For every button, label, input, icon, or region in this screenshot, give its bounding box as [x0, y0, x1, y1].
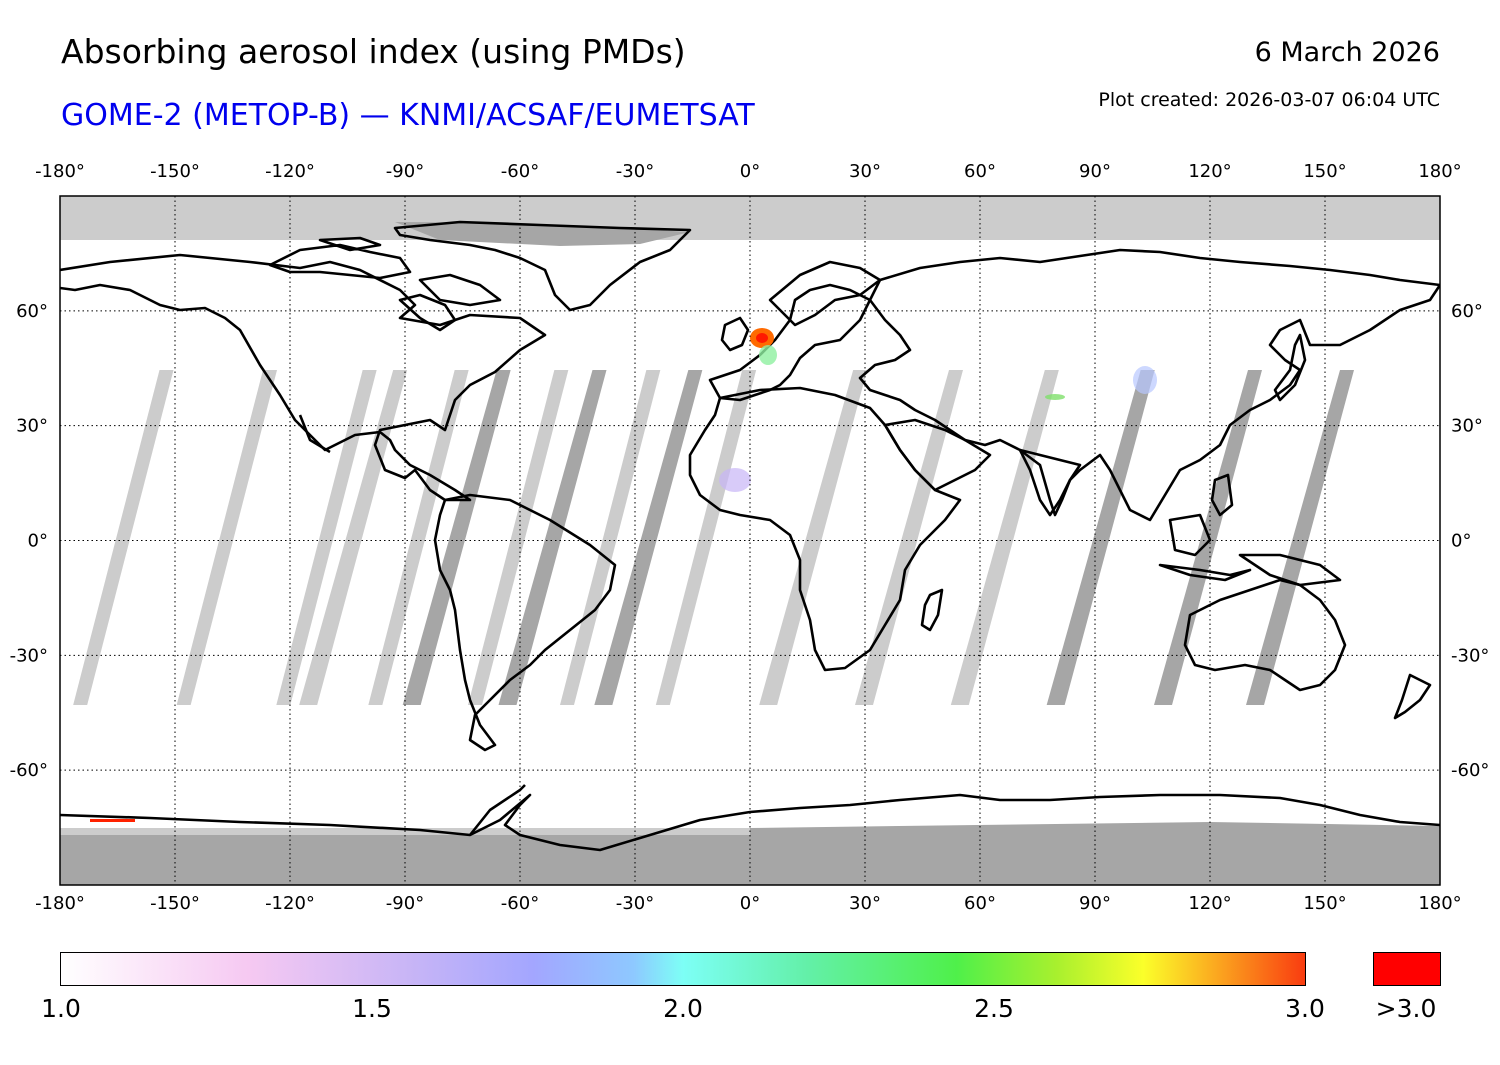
madagascar: [920, 588, 944, 632]
lon-tick-label-top: 150°: [1303, 161, 1346, 182]
lon-tick-label-top: 180°: [1418, 161, 1461, 182]
antarctic-aerosol-streak: [90, 819, 135, 822]
orbit-gap-swath: [368, 370, 469, 705]
east-asia-aerosol-patch: [1133, 366, 1157, 394]
lat-tick-label-right: 30°: [1451, 416, 1483, 437]
lon-tick-label-top: -60°: [501, 161, 539, 182]
lon-tick-label-bottom: 0°: [740, 893, 760, 914]
lon-tick-label-top: 120°: [1188, 161, 1231, 182]
lon-tick-label-bottom: 150°: [1303, 893, 1346, 914]
colorbar-tick-label: 2.5: [974, 994, 1014, 1023]
lat-tick-label-left: 30°: [16, 416, 48, 437]
lon-tick-label-bottom: -60°: [501, 893, 539, 914]
lon-tick-label-bottom: -120°: [265, 893, 315, 914]
new-zealand: [1393, 673, 1432, 720]
lat-tick-label-left: 0°: [28, 531, 48, 552]
plot-title: Absorbing aerosol index (using PMDs): [61, 32, 686, 71]
orbit-gap-swath: [468, 370, 569, 705]
japan: [1273, 333, 1307, 402]
lon-tick-label-bottom: 180°: [1418, 893, 1461, 914]
lon-tick-label-top: -90°: [386, 161, 424, 182]
lat-tick-label-left: -60°: [10, 760, 48, 781]
lon-tick-label-bottom: 90°: [1079, 893, 1111, 914]
antarctica-coast: [60, 793, 1440, 852]
lon-tick-label-bottom: -150°: [150, 893, 200, 914]
lat-tick-label-right: 60°: [1451, 301, 1483, 322]
lon-tick-label-top: 60°: [964, 161, 996, 182]
lon-tick-label-bottom: -30°: [616, 893, 654, 914]
colorbar: [60, 952, 1306, 986]
plot-date: 6 March 2026: [1254, 37, 1440, 68]
great-britain: [720, 316, 750, 352]
baja-california: [298, 414, 331, 454]
india-aerosol-patch: [1045, 394, 1065, 400]
orbit-gap-swath: [299, 370, 408, 705]
lon-tick-label-top: 90°: [1079, 161, 1111, 182]
scandinavia: [768, 260, 882, 327]
orbit-gap-swath: [498, 370, 607, 705]
lat-tick-label-left: 60°: [16, 301, 48, 322]
canadian-arctic-islands: [268, 236, 502, 307]
lat-tick-label-right: 0°: [1451, 531, 1471, 552]
plot-created-timestamp: Plot created: 2026-03-07 06:04 UTC: [1098, 89, 1440, 111]
lon-tick-label-top: -30°: [616, 161, 654, 182]
india: [1018, 448, 1082, 517]
europe-aerosol-core: [756, 333, 768, 343]
world-map: -180° -180° -150° -150° -120° -120° -90° -90° -6…: [10, 161, 1490, 914]
australia-coast: [1183, 578, 1347, 692]
asia-coast: [858, 248, 1440, 522]
lon-tick-label-top: 0°: [740, 161, 760, 182]
map-frame: [59, 195, 1441, 886]
greenland-coast: [393, 220, 692, 312]
coastlines: [60, 220, 1440, 852]
colorbar-over-box: [1373, 952, 1441, 986]
colorbar-tick-label: 1.5: [352, 994, 392, 1023]
orbit-gap-swath: [1246, 370, 1354, 705]
lat-tick-label-right: -30°: [1451, 645, 1489, 666]
orbit-gap-swath: [1046, 370, 1155, 705]
aerosol-hotspots: [90, 328, 1157, 822]
lon-tick-label-bottom: 60°: [964, 893, 996, 914]
colorbar-tick-label: 1.0: [41, 994, 81, 1023]
europe-coast: [708, 283, 872, 402]
colorbar-tick-label: 3.0: [1285, 994, 1325, 1023]
southeast-asia-islands: [1158, 473, 1342, 587]
sahara-aerosol-patch: [719, 468, 751, 492]
orbit-gap-swath: [855, 370, 963, 705]
lon-tick-label-top: -150°: [150, 161, 200, 182]
lat-tick-label-right: -60°: [1451, 760, 1489, 781]
orbit-gap-swath: [276, 370, 377, 705]
map-gridlines: [60, 196, 1440, 885]
orbit-gap-swath: [73, 370, 174, 705]
colorbar-tick-label: 2.0: [663, 994, 703, 1023]
lon-tick-label-bottom: -90°: [386, 893, 424, 914]
north-america-coast: [60, 253, 547, 502]
greenland-missing: [395, 222, 690, 246]
hudson-bay: [398, 293, 457, 332]
lon-tick-label-bottom: 120°: [1188, 893, 1231, 914]
lon-tick-label-bottom: 30°: [849, 893, 881, 914]
arabian-peninsula: [883, 418, 992, 492]
lon-tick-label-bottom: -180°: [35, 893, 85, 914]
orbit-gap-swath: [759, 370, 868, 705]
orbit-gap-swath: [176, 370, 277, 705]
lon-tick-label-top: 30°: [849, 161, 881, 182]
orbit-gap-swath: [402, 370, 511, 705]
colorbar-over-label: >3.0: [1375, 994, 1437, 1023]
europe-aerosol-tail: [759, 345, 777, 365]
plot-subtitle: GOME-2 (METOP-B) — KNMI/ACSAF/EUMETSAT: [61, 98, 755, 133]
south-america-coast: [433, 493, 617, 752]
lat-tick-label-left: -30°: [10, 645, 48, 666]
orbit-gap-swath: [594, 370, 703, 705]
lon-tick-label-top: -180°: [35, 161, 85, 182]
lon-tick-label-top: -120°: [265, 161, 315, 182]
orbit-gap-swath: [655, 370, 757, 705]
antarctic-peninsula: [468, 784, 526, 836]
